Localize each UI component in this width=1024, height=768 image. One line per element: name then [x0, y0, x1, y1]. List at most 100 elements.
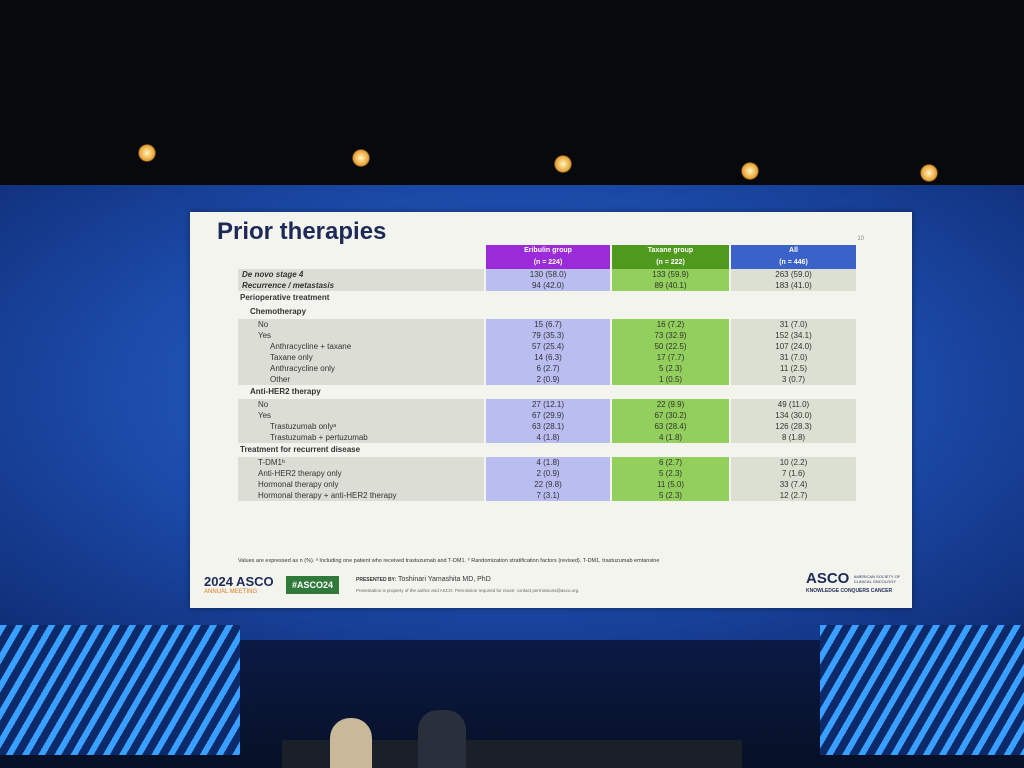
- cell-value: 50 (22.5): [612, 341, 729, 352]
- table-row: Recurrence / metastasis 94 (42.0) 89 (40.1…: [238, 280, 858, 291]
- row-label: Taxane only: [238, 352, 484, 363]
- cell-value: 6 (2.7): [612, 457, 729, 468]
- subsection-heading: Chemotherapy: [250, 307, 307, 316]
- column-n: (n = 224): [533, 259, 563, 266]
- cell-value: 4 (1.8): [486, 432, 610, 443]
- logo-text: ASCO: [806, 570, 850, 587]
- cell-value: 11 (5.0): [612, 479, 729, 490]
- cell-value: 6 (2.7): [486, 363, 610, 374]
- speaker: [330, 718, 372, 768]
- table-row: No 27 (12.1) 22 (9.9) 49 (11.0): [238, 399, 858, 410]
- row-label: No: [238, 319, 484, 330]
- row-label: Yes: [238, 410, 484, 421]
- cell-value: 79 (35.3): [486, 330, 610, 341]
- column-n: (n = 446): [779, 259, 808, 266]
- stage-decor: [820, 625, 1024, 755]
- subsection-heading: Anti-HER2 therapy: [250, 387, 321, 396]
- table-row: Hormonal therapy only 22 (9.8) 11 (5.0) 33 …: [238, 479, 858, 490]
- table-row: Trastuzumab onlyᵃ 63 (28.1) 63 (28.4) 126 (…: [238, 421, 858, 432]
- cell-value: 5 (2.3): [612, 468, 729, 479]
- table-row: Anthracycline only 6 (2.7) 5 (2.3) 11 (2.5): [238, 363, 858, 374]
- meeting-brand: 2024 ASCO ANNUAL MEETING: [204, 574, 274, 595]
- cell-value: 152 (34.1): [731, 330, 856, 341]
- cell-value: 2 (0.9): [486, 374, 610, 385]
- cell-value: 130 (58.0): [486, 269, 610, 280]
- row-label: Anthracycline only: [238, 363, 484, 374]
- header-blank: [238, 245, 484, 269]
- cell-value: 7 (3.1): [486, 490, 610, 501]
- cell-value: 57 (25.4): [486, 341, 610, 352]
- cell-value: 12 (2.7): [731, 490, 856, 501]
- table-row: Yes 79 (35.3) 73 (32.9) 152 (34.1): [238, 330, 858, 341]
- cell-value: 2 (0.9): [486, 468, 610, 479]
- cell-value: 1 (0.5): [612, 374, 729, 385]
- presented-label: PRESENTED BY:: [356, 577, 397, 583]
- row-label: Hormonal therapy + anti-HER2 therapy: [238, 490, 484, 501]
- table-row: No 15 (6.7) 16 (7.2) 31 (7.0): [238, 319, 858, 330]
- column-header: Eribulin group (n = 224): [486, 245, 610, 269]
- row-label: Trastuzumab onlyᵃ: [238, 421, 484, 432]
- cell-value: 73 (32.9): [612, 330, 729, 341]
- row-label: Yes: [238, 330, 484, 341]
- cell-value: 94 (42.0): [486, 280, 610, 291]
- table-row: Other 2 (0.9) 1 (0.5) 3 (0.7): [238, 374, 858, 385]
- cell-value: 31 (7.0): [731, 352, 856, 363]
- cell-value: 8 (1.8): [731, 432, 856, 443]
- cell-value: 16 (7.2): [612, 319, 729, 330]
- hashtag: #ASCO24: [286, 576, 340, 594]
- table-row: De novo stage 4 130 (58.0) 133 (59.9) 263 (…: [238, 269, 858, 280]
- section-heading: Treatment for recurrent disease: [240, 445, 361, 454]
- cell-value: 22 (9.8): [486, 479, 610, 490]
- cell-value: 4 (1.8): [612, 432, 729, 443]
- brand-name: 2024 ASCO: [204, 574, 274, 589]
- cell-value: 15 (6.7): [486, 319, 610, 330]
- cell-value: 183 (41.0): [731, 280, 856, 291]
- stage-decor: [0, 625, 240, 755]
- ceiling-light: [920, 164, 938, 182]
- slide-title: Prior therapies: [217, 218, 387, 245]
- row-label: No: [238, 399, 484, 410]
- table: Eribulin group (n = 224) Taxane group (n = …: [238, 245, 858, 501]
- row-label: T-DM1ᵇ: [238, 457, 484, 468]
- ceiling-light: [741, 162, 759, 180]
- asco-logo: ASCO AMERICAN SOCIETY OF CLINICAL ONCOLO…: [806, 570, 906, 594]
- logo-society: AMERICAN SOCIETY OF CLINICAL ONCOLOGY: [853, 573, 901, 584]
- footnote: Values are expressed as n (%). ᵃ Includi…: [238, 558, 660, 564]
- column-header: All (n = 446): [731, 245, 856, 269]
- cell-value: 17 (7.7): [612, 352, 729, 363]
- row-label: Recurrence / metastasis: [238, 280, 484, 291]
- cell-value: 27 (12.1): [486, 399, 610, 410]
- cell-value: 67 (30.2): [612, 410, 729, 421]
- cell-value: 89 (40.1): [612, 280, 729, 291]
- header-row: Eribulin group (n = 224) Taxane group (n = …: [238, 245, 858, 269]
- cell-value: 67 (29.9): [486, 410, 610, 421]
- presenter: Toshinari Yamashita MD, PhD: [398, 576, 491, 583]
- speaker: [418, 710, 466, 768]
- cell-value: 3 (0.7): [731, 374, 856, 385]
- cell-value: 5 (2.3): [612, 490, 729, 501]
- ceiling-light: [138, 144, 156, 162]
- cell-value: 33 (7.4): [731, 479, 856, 490]
- disclaimer: Presentation is property of the author a…: [356, 588, 580, 593]
- cell-value: 4 (1.8): [486, 457, 610, 468]
- page-number: 10: [857, 236, 864, 242]
- cell-value: 10 (2.2): [731, 457, 856, 468]
- table-row: Taxane only 14 (6.3) 17 (7.7) 31 (7.0): [238, 352, 858, 363]
- cell-value: 7 (1.6): [731, 468, 856, 479]
- cell-value: 63 (28.1): [486, 421, 610, 432]
- column-n: (n = 222): [656, 259, 685, 266]
- cell-value: 14 (6.3): [486, 352, 610, 363]
- row-label: Anthracycline + taxane: [238, 341, 484, 352]
- cell-value: 126 (28.3): [731, 421, 856, 432]
- table-row: Anthracycline + taxane 57 (25.4) 50 (22.5)…: [238, 341, 858, 352]
- cell-value: 133 (59.9): [612, 269, 729, 280]
- ceiling-light: [352, 149, 370, 167]
- cell-value: 263 (59.0): [731, 269, 856, 280]
- cell-value: 63 (28.4): [612, 421, 729, 432]
- column-name: Taxane group: [647, 247, 694, 254]
- cell-value: 107 (24.0): [731, 341, 856, 352]
- row-label: Other: [238, 374, 484, 385]
- cell-value: 31 (7.0): [731, 319, 856, 330]
- cell-value: 49 (11.0): [731, 399, 856, 410]
